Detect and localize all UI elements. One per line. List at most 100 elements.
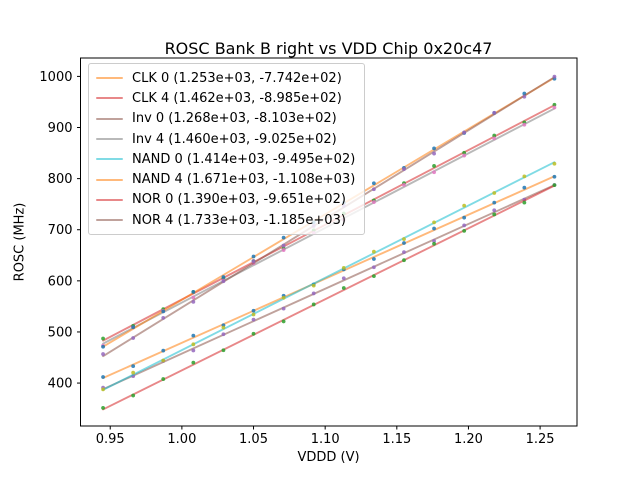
legend-entry-inv-4: Inv 4 (1.460e+03, -9.025e+02): [96, 129, 355, 149]
data-point-clk-4: [492, 133, 497, 138]
legend-label: Inv 4 (1.460e+03, -9.025e+02): [132, 131, 337, 147]
data-point-inv-0: [341, 276, 346, 281]
data-point-inv-4: [552, 105, 557, 110]
legend-label: NOR 0 (1.390e+03, -9.651e+02): [132, 192, 346, 208]
data-point-clk-0: [101, 375, 105, 379]
data-point-nor-0: [131, 393, 136, 398]
legend-line-sample: [96, 198, 123, 201]
chart-title: ROSC Bank B right vs VDD Chip 0x20c47: [164, 39, 493, 58]
y-tick-label: 800: [48, 172, 73, 187]
data-point-inv-4: [522, 122, 527, 127]
legend-line-sample: [96, 77, 123, 80]
legend-label: CLK 4 (1.462e+03, -8.985e+02): [132, 90, 342, 106]
x-tick-label: 0.95: [96, 432, 125, 447]
data-point-nor-4: [552, 74, 557, 79]
legend-entry-clk-0: CLK 0 (1.253e+03, -7.742e+02): [96, 68, 355, 88]
fit-line-clk-0: [102, 175, 556, 379]
data-point-inv-4: [462, 153, 467, 158]
data-point-inv-4: [371, 200, 376, 204]
fit-line-inv-0: [102, 184, 556, 391]
data-point-nor-0: [311, 302, 316, 307]
data-point-nor-0: [432, 241, 436, 246]
legend-label: CLK 0 (1.253e+03, -7.742e+02): [132, 70, 342, 86]
legend-label: NAND 4 (1.671e+03, -1.108e+03): [132, 172, 356, 188]
data-point-nor-4: [251, 259, 256, 263]
data-point-nor-0: [522, 200, 527, 205]
data-point-nor-4: [191, 299, 196, 304]
x-tick-label: 1.20: [454, 432, 483, 447]
legend-label: NOR 4 (1.733e+03, -1.185e+03): [132, 212, 346, 228]
data-point-clk-0: [522, 185, 527, 190]
fit-line-nand-0: [102, 161, 556, 391]
data-point-nand-0: [402, 237, 406, 241]
x-tick-label: 1.00: [167, 432, 196, 447]
data-point-clk-0: [432, 226, 436, 231]
legend-entry-nor-4: NOR 4 (1.733e+03, -1.185e+03): [96, 210, 355, 230]
data-point-nor-4: [221, 279, 226, 284]
data-point-inv-0: [251, 317, 256, 322]
x-tick-label: 1.15: [382, 432, 411, 447]
data-point-nor-4: [462, 130, 467, 135]
data-point-nor-4: [131, 336, 136, 340]
y-tick-label: 700: [48, 223, 73, 238]
data-point-nor-4: [161, 316, 166, 320]
legend-entry-nand-0: NAND 0 (1.414e+03, -9.495e+02): [96, 149, 355, 169]
data-point-inv-4: [432, 170, 436, 175]
data-point-nand-0: [311, 283, 316, 288]
data-point-nand-0: [552, 161, 557, 166]
data-point-nand-0: [492, 191, 497, 195]
data-point-clk-0: [402, 241, 406, 245]
data-point-nor-4: [101, 352, 105, 356]
legend-line-sample: [96, 178, 123, 181]
legend-box: CLK 0 (1.253e+03, -7.742e+02) CLK 4 (1.46…: [88, 63, 366, 236]
data-point-nor-4: [432, 151, 436, 156]
data-point-nor-4: [522, 94, 527, 99]
data-point-nand-0: [221, 325, 226, 330]
data-point-nor-4: [492, 110, 497, 115]
data-point-nand-4: [371, 181, 376, 186]
data-point-nor-0: [281, 319, 286, 324]
data-point-inv-0: [402, 250, 406, 255]
data-point-nand-4: [131, 325, 136, 330]
data-point-nand-0: [251, 312, 256, 317]
data-point-clk-4: [432, 164, 436, 168]
data-point-nor-4: [402, 167, 406, 172]
legend-entry-nor-0: NOR 0 (1.390e+03, -9.651e+02): [96, 190, 355, 210]
data-point-nor-4: [371, 187, 376, 192]
data-point-inv-0: [371, 265, 376, 270]
data-point-nand-0: [371, 249, 376, 254]
data-point-nor-0: [221, 348, 226, 353]
data-point-nand-0: [462, 203, 467, 208]
axes-frame: [80, 57, 578, 427]
data-point-nand-0: [161, 358, 166, 363]
fit-line-nor-0: [102, 184, 556, 411]
data-point-nand-0: [341, 266, 346, 270]
data-point-clk-0: [371, 257, 376, 261]
data-point-nand-0: [281, 295, 286, 300]
data-point-nor-4: [281, 243, 286, 248]
data-point-nand-4: [251, 254, 256, 259]
data-point-nand-0: [101, 387, 105, 392]
data-point-nand-4: [101, 344, 105, 349]
data-point-nor-0: [191, 360, 196, 365]
data-point-nor-0: [341, 286, 346, 290]
data-point-inv-4: [492, 136, 497, 141]
data-point-clk-4: [101, 336, 105, 341]
data-point-nand-0: [522, 174, 527, 179]
data-point-inv-0: [462, 223, 467, 228]
data-point-nor-0: [552, 183, 557, 188]
x-axis-label: VDDD (V): [297, 450, 360, 465]
data-point-inv-4: [191, 295, 196, 300]
data-point-clk-4: [552, 102, 557, 107]
data-point-nand-4: [221, 275, 226, 279]
data-point-inv-0: [191, 348, 196, 353]
y-tick-label: 600: [48, 274, 73, 289]
x-tick-label: 1.10: [311, 432, 340, 447]
data-point-nor-0: [402, 258, 406, 263]
data-point-nor-0: [251, 331, 256, 336]
legend-entry-nand-4: NAND 4 (1.671e+03, -1.108e+03): [96, 169, 355, 189]
data-point-clk-4: [462, 150, 467, 155]
legend-entry-clk-4: CLK 4 (1.462e+03, -8.985e+02): [96, 88, 355, 108]
y-tick-label: 1000: [39, 70, 72, 85]
